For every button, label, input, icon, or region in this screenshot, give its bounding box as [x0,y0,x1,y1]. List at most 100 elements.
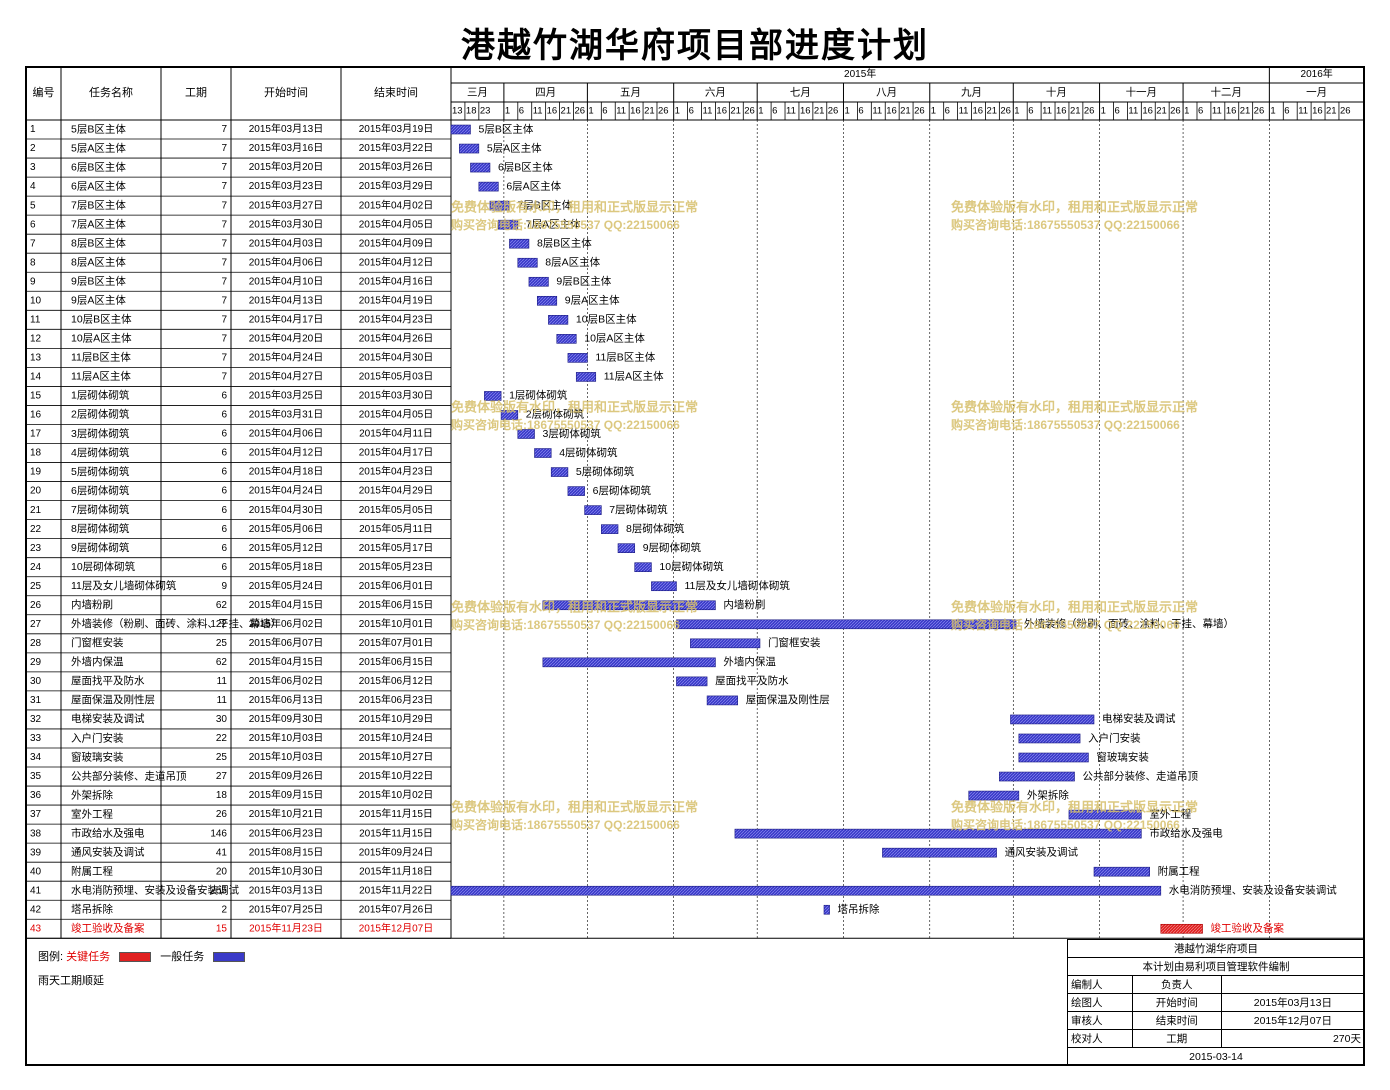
day-tick-label: 16 [716,106,727,117]
task-start: 2015年09月26日 [249,769,324,782]
task-start: 2015年10月03日 [249,750,324,763]
day-tick-label: 6 [858,106,863,117]
task-bar [450,885,1162,896]
task-end: 2015年03月22日 [359,141,434,154]
day-tick-label: 11 [1128,106,1138,117]
task-end: 2015年03月26日 [359,160,434,173]
task-bar-label: 电梯安装及调试 [1102,712,1176,725]
task-name: 11层B区主体 [71,352,131,364]
watermark-line1: 免费体验版有水印，租用和正式版显示正常 [451,799,698,814]
day-tick-label: 21 [730,106,741,117]
task-bar [450,124,471,135]
task-bar [575,372,597,382]
task-bar-label: 通风安装及调试 [1005,845,1079,858]
task-name: 门窗框安装 [71,636,124,649]
task-bar [489,200,510,211]
task-bar [500,410,519,420]
task-duration: 6 [221,467,227,478]
task-end: 2015年06月15日 [359,655,434,668]
task-end: 2015年05月23日 [359,560,434,573]
day-tick-label: 6 [689,106,694,117]
task-duration: 7 [221,143,227,154]
task-bar [968,790,1020,801]
task-start: 2015年04月30日 [249,503,324,516]
task-name: 8层砌体砌筑 [71,522,130,535]
watermark-line2: 购买咨询电话:18675550537 QQ:22150066 [451,817,680,832]
task-name: 屋面找平及防水 [71,674,145,687]
task-bar-label: 6层B区主体 [498,161,553,173]
task-start: 2015年03月31日 [249,408,324,421]
tb-reviewer-label: 审核人 [1067,1011,1133,1030]
task-id: 8 [30,257,36,268]
day-tick-label: 21 [1240,106,1251,117]
task-bar-label: 10层砌体砌筑 [659,560,724,573]
task-id: 29 [30,657,42,668]
task-bar [999,771,1075,782]
task-bar [706,695,739,706]
day-tick-label: 11 [872,106,882,117]
day-tick-label: 1 [1270,106,1275,117]
day-tick-label: 1 [758,106,763,117]
task-duration: 27 [216,771,228,782]
task-duration: 62 [216,600,228,611]
watermark-line2: 购买咨询电话:18675550537 QQ:22150066 [451,417,680,432]
task-duration: 25 [216,752,228,763]
task-end: 2015年06月12日 [359,674,434,687]
task-bar-label: 9层A区主体 [565,295,620,307]
day-tick-label: 26 [1000,106,1011,117]
task-bar-label: 竣工验收及备案 [1211,922,1285,935]
watermark-line1: 免费体验版有水印，租用和正式版显示正常 [451,599,698,614]
task-bar [556,334,577,344]
task-id: 2 [30,143,36,154]
task-id: 4 [30,181,36,192]
task-start: 2015年04月18日 [249,465,324,478]
task-bar [548,315,569,325]
task-bar-label: 外墙装修（粉刷、面砖、涂料、干挂、幕墙） [1024,617,1234,630]
task-duration: 7 [221,333,227,344]
task-end: 2015年10月24日 [359,731,434,744]
day-tick-label: 16 [886,106,897,117]
task-duration: 7 [221,276,227,287]
task-end: 2015年04月02日 [359,198,434,211]
task-bar-label: 1层砌体砌筑 [509,389,568,402]
task-id: 7 [30,238,36,249]
task-id: 36 [30,790,42,801]
task-bar [1160,923,1203,934]
task-id: 10 [30,295,42,306]
month-label: 八月 [876,86,897,98]
task-duration: 6 [221,410,227,421]
task-name: 7层砌体砌筑 [71,503,130,516]
task-bar [542,657,716,668]
month-label: 十一月 [1126,85,1158,98]
watermark-line1: 免费体验版有水印，租用和正式版显示正常 [451,399,698,414]
task-bar-label: 7层B区主体 [517,199,572,211]
task-end: 2015年04月29日 [359,484,434,497]
task-bar [459,143,480,154]
task-id: 20 [30,486,42,497]
day-tick-label: 1 [1101,106,1106,117]
task-end: 2015年09月24日 [359,845,434,858]
task-bar [1068,809,1142,820]
day-tick-label: 1 [1014,106,1019,117]
task-name: 5层砌体砌筑 [71,465,130,478]
month-label: 七月 [790,86,811,98]
legend-general-swatch [213,952,246,963]
task-bar-label: 10层B区主体 [576,314,637,326]
task-name: 7层A区主体 [71,218,126,230]
task-start: 2015年05月06日 [249,522,324,535]
task-start: 2015年05月12日 [249,541,324,554]
month-label: 十二月 [1210,85,1242,98]
task-start: 2015年04月06日 [249,427,324,440]
task-name: 屋面保温及刚性层 [71,693,155,706]
task-end: 2015年06月01日 [359,579,434,592]
task-bar-label: 市政给水及强电 [1149,826,1223,839]
watermark-line2: 购买咨询电话:18675550537 QQ:22150066 [451,217,680,232]
task-start: 2015年04月20日 [249,331,324,344]
task-end: 2015年10月02日 [359,788,434,801]
task-bar [550,467,569,477]
day-tick-label: 26 [658,106,669,117]
task-name: 塔吊拆除 [71,903,113,916]
task-bar-label: 门窗框安装 [768,636,821,649]
task-name: 外墙装修（粉刷、面砖、涂料、干挂、幕墙） [71,617,281,630]
watermark-line1: 免费体验版有水印，租用和正式版显示正常 [951,399,1198,414]
